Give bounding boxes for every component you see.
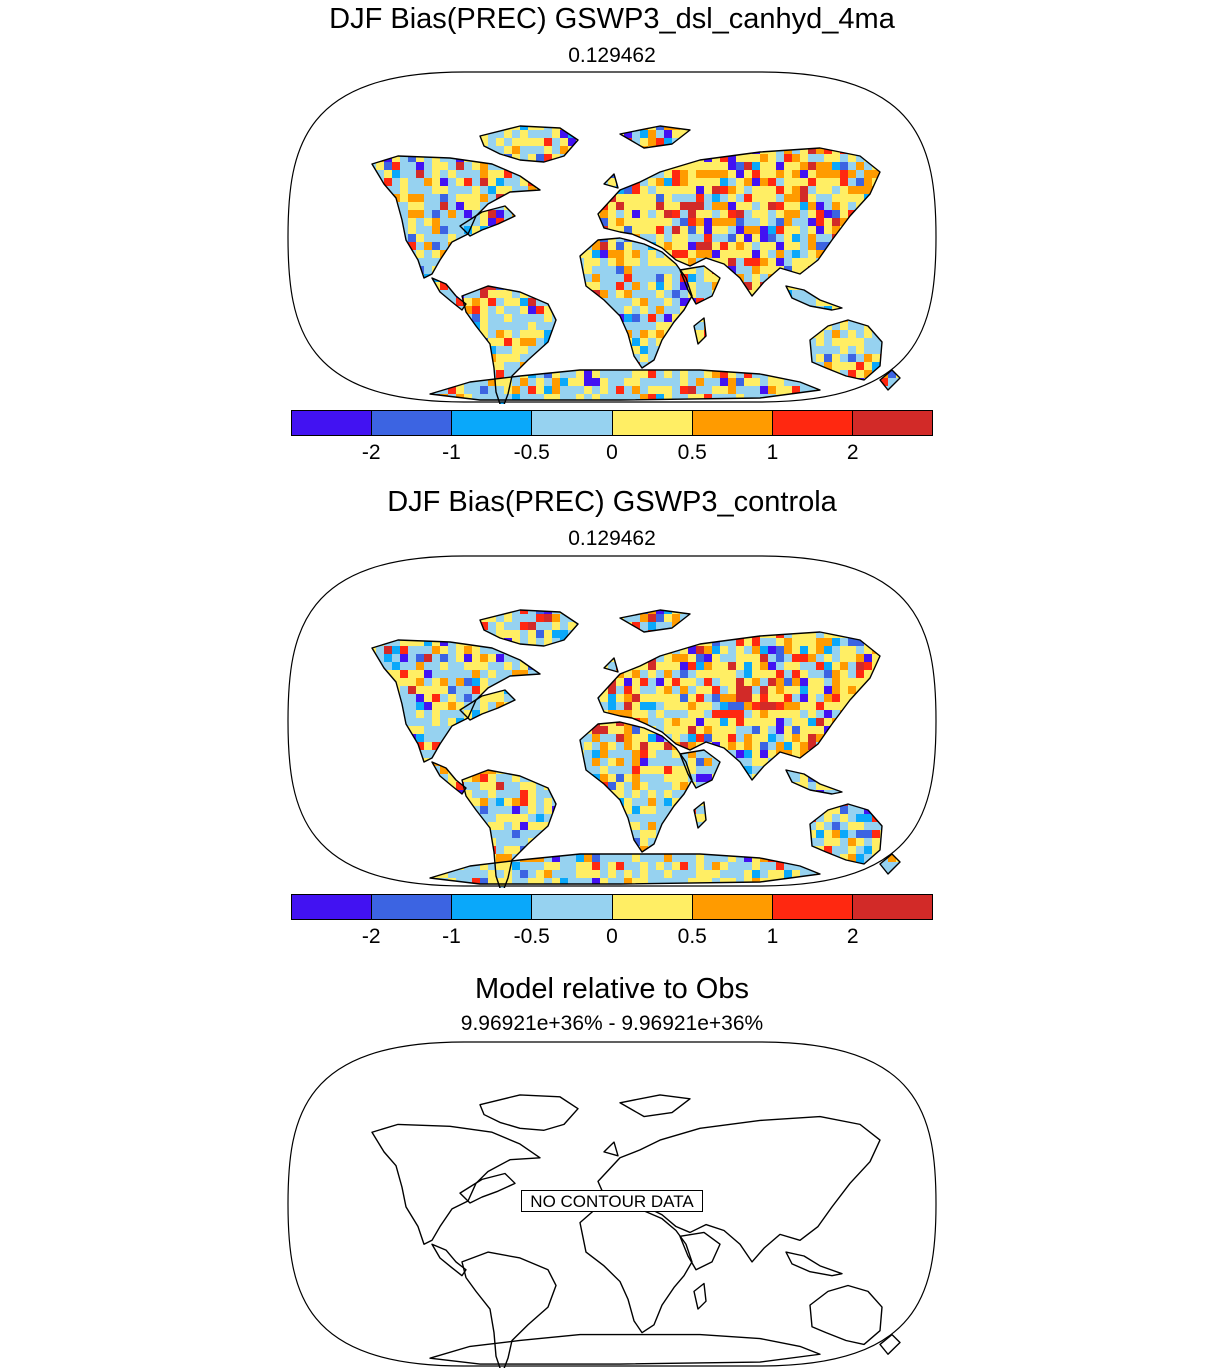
colorbar-swatch xyxy=(292,411,373,435)
colorbar-tick-label: -0.5 xyxy=(513,441,550,464)
panel1-colorbar-ticks: -2 -1 -0.5 0 0.5 1 2 xyxy=(291,441,933,471)
colorbar-swatch xyxy=(692,895,773,919)
map-frame xyxy=(287,1041,937,1367)
colorbar-swatch xyxy=(692,411,773,435)
panel3-subtitle: 9.96921e+36% - 9.96921e+36% xyxy=(460,1012,764,1035)
panel1-colorbar xyxy=(291,410,933,436)
colorbar-tick-label: -2 xyxy=(361,441,381,464)
panel2-colorbar-ticks: -2 -1 -0.5 0 0.5 1 2 xyxy=(291,925,933,955)
panel3-title: Model relative to Obs xyxy=(474,973,749,1005)
colorbar-swatch xyxy=(772,411,853,435)
colorbar-tick-label: 0 xyxy=(606,925,618,948)
colorbar-swatch xyxy=(532,895,613,919)
panel1-title: DJF Bias(PREC) GSWP3_dsl_canhyd_4ma xyxy=(329,3,895,35)
panel2-title: DJF Bias(PREC) GSWP3_controla xyxy=(387,486,837,518)
panel1-subtitle: 0.129462 xyxy=(568,44,656,67)
colorbar-tick-label: 1 xyxy=(766,925,779,948)
no-contour-data-label: NO CONTOUR DATA xyxy=(521,1190,703,1212)
coastlines xyxy=(371,1094,901,1368)
colorbar-tick-label: -0.5 xyxy=(513,925,550,948)
colorbar-swatch xyxy=(452,411,533,435)
colorbar-swatch xyxy=(852,895,932,919)
coastlines xyxy=(371,125,901,404)
map-frame xyxy=(287,71,937,403)
colorbar-swatch xyxy=(372,895,453,919)
colorbar-swatch xyxy=(372,411,453,435)
panel3-map xyxy=(287,1041,937,1368)
colorbar-tick-label: -1 xyxy=(442,441,461,464)
panel2-map xyxy=(287,555,937,888)
colorbar-tick-label: 0 xyxy=(606,441,618,464)
colorbar-swatch xyxy=(612,895,693,919)
colorbar-swatch xyxy=(772,895,853,919)
colorbar-tick-label: -2 xyxy=(361,925,381,948)
colorbar-tick-label: 2 xyxy=(846,925,859,948)
panel1-map xyxy=(287,71,937,404)
coastlines xyxy=(371,609,901,888)
panel2-subtitle: 0.129462 xyxy=(568,527,656,550)
colorbar-tick-label: 0.5 xyxy=(677,441,707,464)
colorbar-swatch xyxy=(852,411,932,435)
colorbar-tick-label: 2 xyxy=(846,441,859,464)
colorbar-swatch xyxy=(452,895,533,919)
colorbar-swatch xyxy=(292,895,373,919)
colorbar-swatch xyxy=(612,411,693,435)
map-frame xyxy=(287,555,937,887)
panel2-colorbar xyxy=(291,894,933,920)
colorbar-tick-label: -1 xyxy=(442,925,461,948)
colorbar-tick-label: 1 xyxy=(766,441,779,464)
colorbar-swatch xyxy=(532,411,613,435)
colorbar-tick-label: 0.5 xyxy=(677,925,707,948)
